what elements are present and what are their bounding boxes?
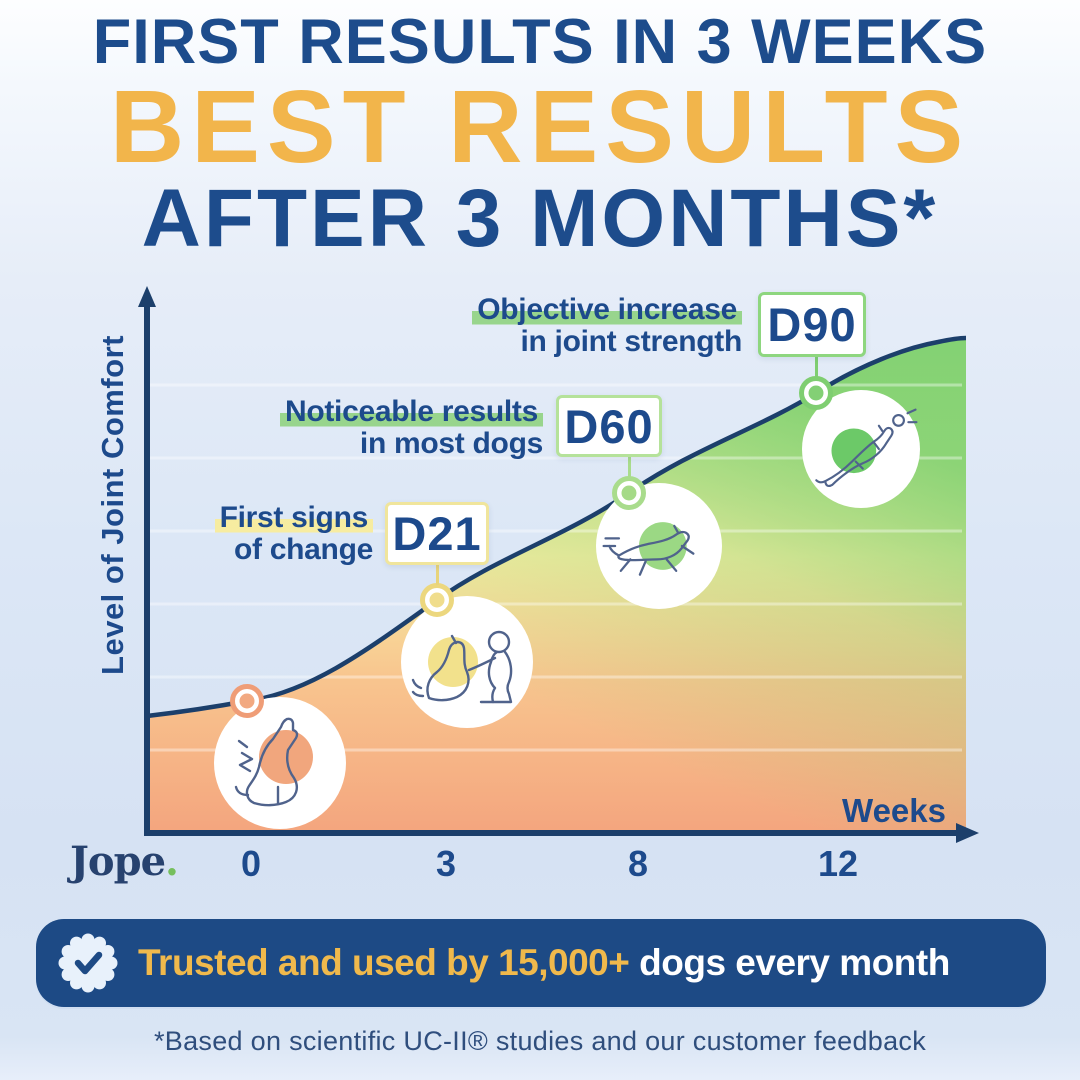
- annotation-d60-line2: in most dogs: [359, 427, 543, 460]
- headline-line-3: AFTER 3 MONTHS*: [141, 173, 939, 264]
- axes: [144, 304, 958, 836]
- annotation-d90-line1: Objective increase: [472, 293, 742, 326]
- headline-line-1: FIRST RESULTS IN 3 WEEKS: [92, 7, 988, 77]
- logo-dot: .: [165, 838, 179, 885]
- milestone-circle-d21: [401, 596, 533, 728]
- dog-with-person-icon: [411, 630, 513, 704]
- x-tick-8: 8: [627, 843, 649, 884]
- headline-line-2: BEST RESULTS: [109, 69, 971, 184]
- trust-banner: Trusted and used by 15,000+ dogs every m…: [36, 919, 1046, 1007]
- annotation-d90-line2: in joint strength: [520, 325, 742, 358]
- tag-d60: D60: [556, 395, 662, 457]
- annotation-d21-line1: First signs: [214, 501, 373, 534]
- trust-banner-text: Trusted and used by 15,000+ dogs every m…: [138, 942, 950, 984]
- y-axis-label: Level of Joint Comfort: [95, 335, 130, 675]
- x-tick-12: 12: [817, 843, 859, 884]
- leaping-dog-icon: [815, 408, 918, 488]
- marker-d21: [420, 583, 454, 617]
- annotation-d21-line2: of change: [234, 533, 373, 566]
- tag-d21: D21: [385, 502, 489, 565]
- annotation-d60-line1: Noticeable results: [279, 395, 543, 428]
- stem-d90: [815, 357, 818, 378]
- x-axis-label: Weeks: [842, 792, 946, 829]
- comfort-area-fill: [147, 338, 966, 831]
- howling-dog-icon: [234, 717, 313, 807]
- jope-logo: Jope.: [70, 838, 179, 885]
- marker-d60: [612, 476, 646, 510]
- stem-d60: [628, 457, 631, 478]
- x-tick-3: 3: [435, 843, 457, 884]
- logo-text: Jope: [70, 838, 166, 885]
- running-dog-icon: [602, 522, 695, 576]
- trust-banner-highlight: Trusted and used by 15,000+: [138, 942, 630, 983]
- trust-banner-rest: dogs every month: [629, 942, 950, 983]
- tag-d90: D90: [758, 292, 866, 357]
- annotation-d90: Objective increase in joint strength: [472, 293, 742, 358]
- annotation-d60: Noticeable results in most dogs: [279, 395, 543, 460]
- y-axis-arrow-icon: [138, 286, 156, 307]
- verified-badge-icon: [58, 933, 118, 993]
- headline: FIRST RESULTS IN 3 WEEKS BEST RESULTS AF…: [0, 6, 1080, 262]
- stem-d21: [436, 565, 439, 585]
- annotation-d21: First signs of change: [214, 501, 373, 566]
- marker-week-0: [230, 684, 264, 718]
- x-tick-0: 0: [240, 843, 262, 884]
- marker-d90: [799, 376, 833, 410]
- milestone-circle-start: [214, 697, 346, 829]
- milestone-circle-d60: [596, 483, 722, 609]
- footnote: *Based on scientific UC-II® studies and …: [153, 1026, 927, 1056]
- x-axis-arrow-icon: [956, 823, 979, 843]
- milestone-circle-d90: [802, 390, 920, 508]
